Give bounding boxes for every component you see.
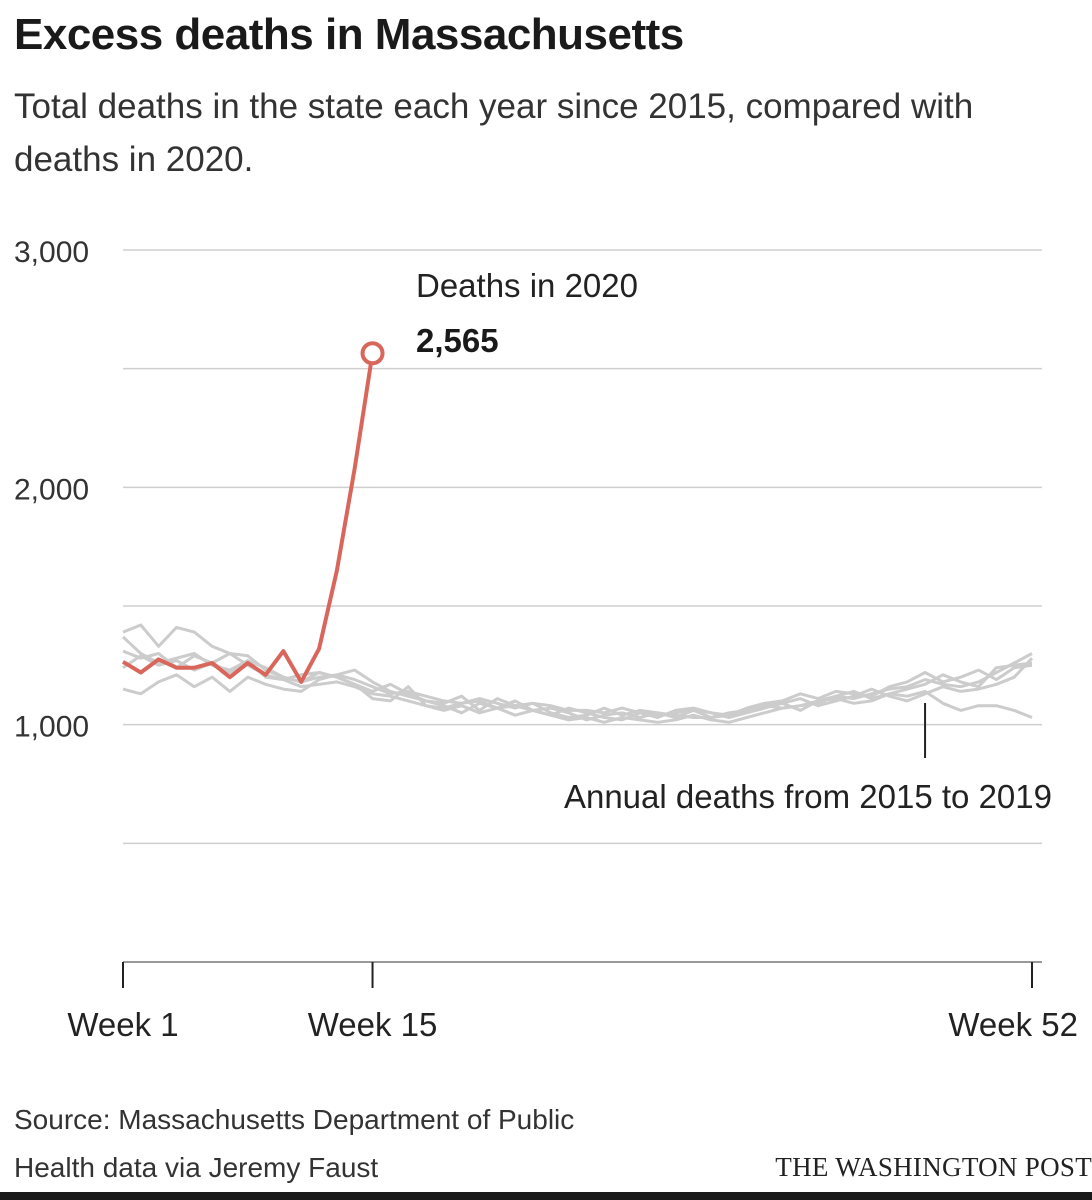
- background-series: [121, 623, 1034, 724]
- line-chart: 1,000 2,000 3,000 Week 1 Week 15 Week 52 Dea…: [14, 236, 1078, 1043]
- source-note: Source: Massachusetts Department of Publ…: [14, 1104, 575, 1183]
- x-tick-label: Week 52: [948, 1006, 1078, 1043]
- annotation-value-2565: 2,565: [416, 322, 499, 359]
- background-series-line: [121, 635, 1033, 722]
- annotation-deaths-2020: Deaths in 2020: [416, 267, 638, 304]
- publisher-credit: THE WASHINGTON POST: [775, 1152, 1092, 1182]
- x-axis: Week 1 Week 15 Week 52: [67, 961, 1078, 1043]
- bottom-rule: [0, 1192, 1092, 1200]
- y-tick-label: 1,000: [14, 711, 89, 744]
- series-2020-line: [121, 352, 375, 684]
- y-axis-tick-labels: 1,000 2,000 3,000: [14, 236, 89, 744]
- y-tick-label: 3,000: [14, 236, 89, 269]
- y-tick-label: 2,000: [14, 473, 89, 506]
- series-2020-endpoint: [360, 341, 385, 366]
- annotations: Deaths in 2020 2,565 Annual deaths from 20…: [416, 267, 1052, 815]
- grid-lines: [123, 249, 1042, 845]
- x-tick-label: Week 1: [67, 1006, 178, 1043]
- page-title: Excess deaths in Massachusetts: [14, 10, 684, 59]
- background-series-line: [122, 657, 1034, 722]
- annotation-annual-deaths: Annual deaths from 2015 to 2019: [564, 778, 1052, 815]
- x-tick-label: Week 15: [308, 1006, 438, 1043]
- page-subtitle: Total deaths in the state each year sinc…: [14, 87, 974, 179]
- highlight-series: [121, 341, 385, 684]
- background-series-line: [122, 649, 1033, 724]
